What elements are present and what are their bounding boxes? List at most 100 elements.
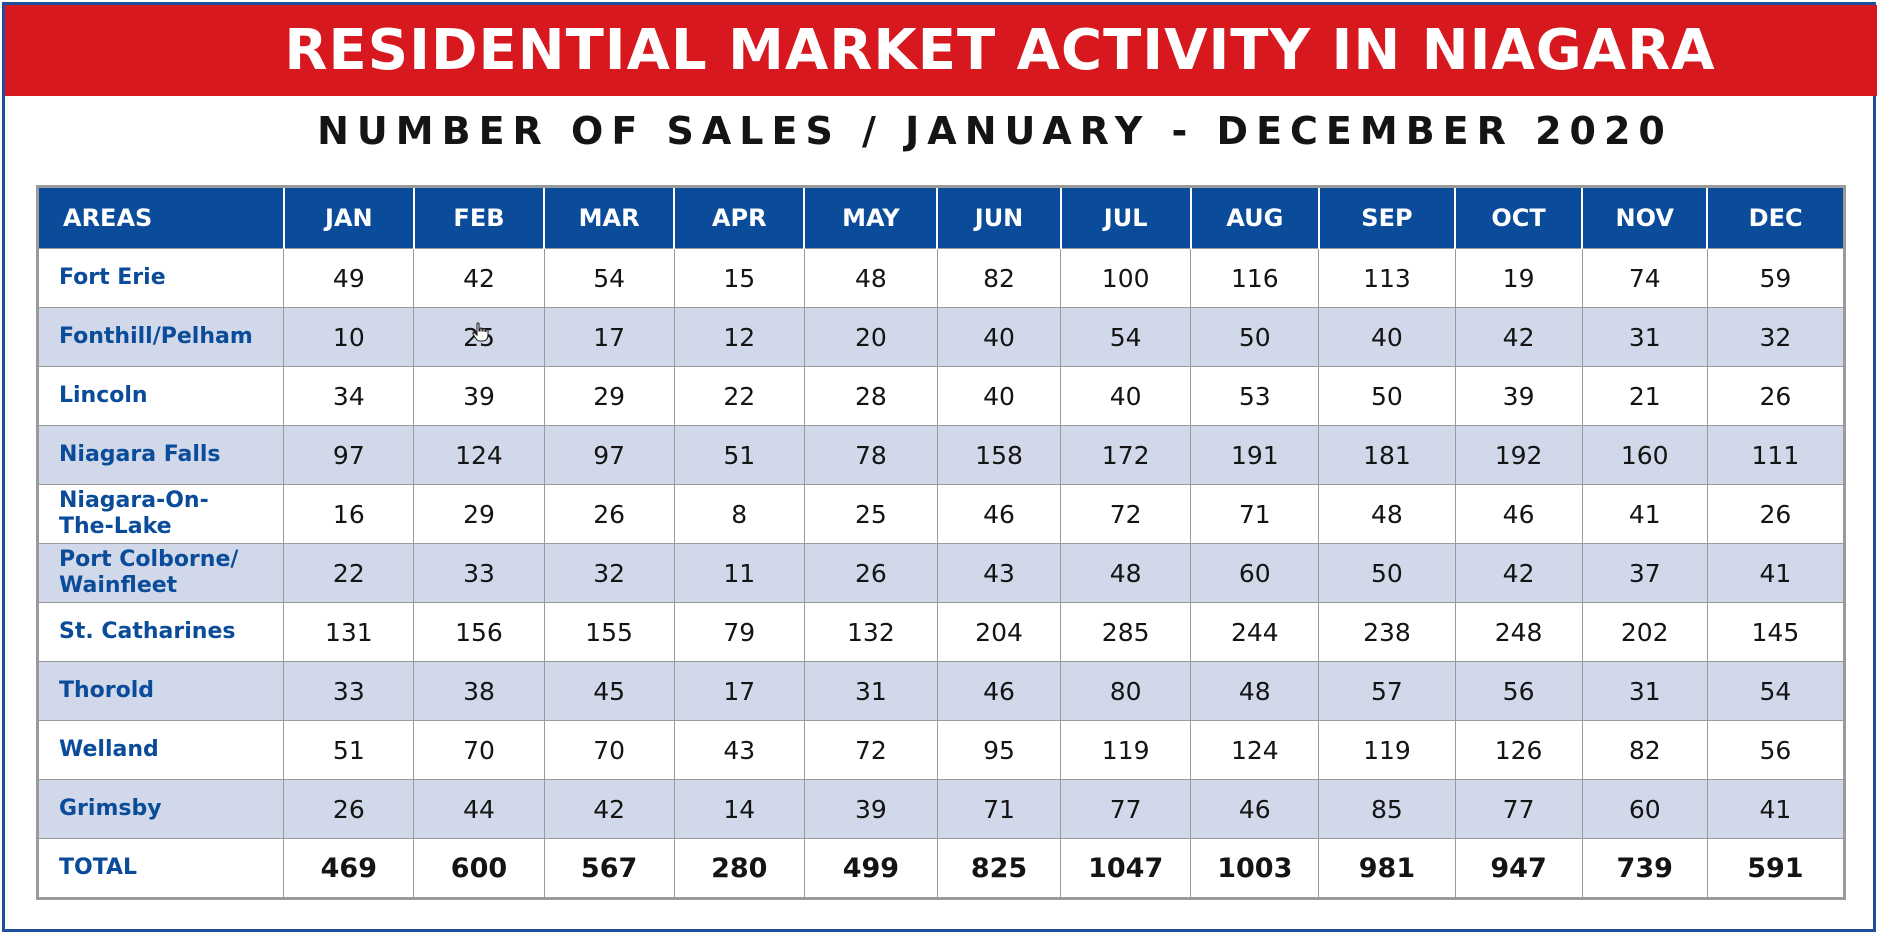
sales-value-cell: 56 [1706,720,1846,780]
sales-value-cell: 119 [1060,720,1192,780]
sales-value-cell: 22 [673,366,805,426]
sales-value-cell: 43 [673,720,805,780]
sales-value-cell: 131 [283,602,415,662]
sales-value-cell: 79 [673,602,805,662]
table-header-row: AREAS JAN FEB MAR APR MAY JUN JUL AUG SEP OCT NOV D… [37,186,1845,249]
area-name-cell: TOTAL [36,838,285,899]
sales-value-cell: 124 [413,425,545,485]
area-name-cell: Grimsby [36,779,285,839]
sales-value-cell: 97 [543,425,675,485]
table-row: Welland 51 70 70 43 72 95 119 124 119 126 82 56 [36,720,1846,780]
sales-value-cell: 70 [543,720,675,780]
sales-value-cell: 16 [283,484,415,544]
table-row: Fort Erie 49 42 54 15 48 82 100 116 113 19 74 59 [36,248,1846,308]
sales-value-cell: 29 [413,484,545,544]
sales-value-cell: 70 [413,720,545,780]
sales-value-cell: 43 [936,543,1062,603]
sales-value-cell: 56 [1454,661,1583,721]
column-header-may: MAY [804,186,939,249]
sales-value-cell: 26 [283,779,415,839]
sales-value-cell: 26 [1706,484,1846,544]
column-header-dec: DEC [1707,186,1845,249]
sales-value-cell: 31 [1581,661,1708,721]
sales-value-cell: 119 [1318,720,1456,780]
title-banner: RESIDENTIAL MARKET ACTIVITY IN NIAGARA [5,5,1877,96]
sales-value-cell: 26 [803,543,938,603]
sales-value-cell: 145 [1706,602,1846,662]
sales-value-cell: 46 [1454,484,1583,544]
sales-value-cell: 39 [803,779,938,839]
sales-value-cell: 17 [543,307,675,367]
sales-value-cell: 15 [673,248,805,308]
column-header-apr: APR [674,186,806,249]
table-row: St. Catharines 131 156 155 79 132 204 285 244 238… [36,602,1846,662]
sales-value-cell: 51 [283,720,415,780]
sales-value-cell: 51 [673,425,805,485]
sales-value-cell: 947 [1454,838,1583,899]
page-subtitle: NUMBER OF SALES / JANUARY - DECEMBER 202… [317,109,1673,153]
sales-value-cell: 72 [803,720,938,780]
column-header-sep: SEP [1318,186,1457,249]
sales-value-cell: 113 [1318,248,1456,308]
sales-value-cell: 158 [936,425,1062,485]
sales-value-cell: 26 [1706,366,1846,426]
sales-value-cell: 39 [1454,366,1583,426]
table-body: Fort Erie 49 42 54 15 48 82 100 116 113 19 74 59 Font… [36,248,1846,899]
sales-value-cell: 202 [1581,602,1708,662]
sales-value-cell: 54 [1060,307,1192,367]
sales-value-cell: 80 [1060,661,1192,721]
sales-value-cell: 71 [936,779,1062,839]
sales-value-cell: 42 [413,248,545,308]
sales-value-cell: 739 [1581,838,1708,899]
sales-value-cell: 42 [1454,543,1583,603]
sales-value-cell: 12 [673,307,805,367]
sales-value-cell: 32 [543,543,675,603]
table-row: Grimsby 26 44 42 14 39 71 77 46 85 77 60 41 [36,779,1846,839]
sales-value-cell: 1047 [1060,838,1192,899]
table-row: Thorold 33 38 45 17 31 46 80 48 57 56 31 54 [36,661,1846,721]
sales-value-cell: 40 [936,366,1062,426]
sales-value-cell: 155 [543,602,675,662]
sales-value-cell: 41 [1706,779,1846,839]
sales-value-cell: 72 [1060,484,1192,544]
sales-value-cell: 53 [1190,366,1320,426]
sales-value-cell: 25 [803,484,938,544]
sales-value-cell: 1003 [1190,838,1320,899]
sales-value-cell: 499 [803,838,938,899]
sales-value-cell: 48 [1190,661,1320,721]
sales-value-cell: 11 [673,543,805,603]
sales-value-cell: 248 [1454,602,1583,662]
sales-value-cell: 181 [1318,425,1456,485]
table-row: Niagara Falls 97 124 97 51 78 158 172 191 181 192 1… [36,425,1846,485]
sales-value-cell: 44 [413,779,545,839]
sales-value-cell: 41 [1706,543,1846,603]
sales-value-cell: 156 [413,602,545,662]
sales-value-cell: 45 [543,661,675,721]
sales-value-cell: 42 [543,779,675,839]
sales-value-cell: 54 [1706,661,1846,721]
page-title: RESIDENTIAL MARKET ACTIVITY IN NIAGARA [284,18,1716,83]
sales-value-cell: 111 [1706,425,1846,485]
sales-value-cell: 82 [936,248,1062,308]
sales-value-cell: 116 [1190,248,1320,308]
column-header-jul: JUL [1060,186,1192,249]
column-header-areas: AREAS [37,186,285,249]
sales-value-cell: 54 [543,248,675,308]
sales-value-cell: 95 [936,720,1062,780]
sales-value-cell: 42 [1454,307,1583,367]
sales-value-cell: 124 [1190,720,1320,780]
sales-value-cell: 285 [1060,602,1192,662]
sales-value-cell: 48 [1060,543,1192,603]
sales-value-cell: 74 [1581,248,1708,308]
sales-value-cell: 25 [413,307,545,367]
sales-table: AREAS JAN FEB MAR APR MAY JUN JUL AUG SEP OCT NOV D… [36,185,1846,900]
sales-value-cell: 31 [1581,307,1708,367]
sales-value-cell: 591 [1706,838,1846,899]
sales-value-cell: 567 [543,838,675,899]
sales-value-cell: 50 [1318,366,1456,426]
sales-value-cell: 244 [1190,602,1320,662]
area-name-cell: St. Catharines [36,602,285,662]
column-header-aug: AUG [1190,186,1320,249]
sales-value-cell: 21 [1581,366,1708,426]
sales-value-cell: 26 [543,484,675,544]
